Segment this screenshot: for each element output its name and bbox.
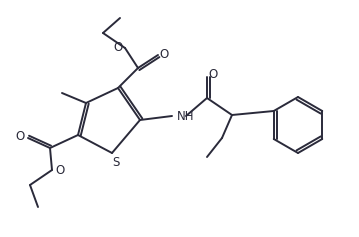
Text: S: S bbox=[112, 155, 120, 169]
Text: O: O bbox=[159, 47, 169, 60]
Text: O: O bbox=[113, 41, 123, 54]
Text: O: O bbox=[55, 164, 65, 178]
Text: O: O bbox=[208, 68, 218, 82]
Text: O: O bbox=[15, 129, 25, 142]
Text: NH: NH bbox=[177, 109, 195, 123]
